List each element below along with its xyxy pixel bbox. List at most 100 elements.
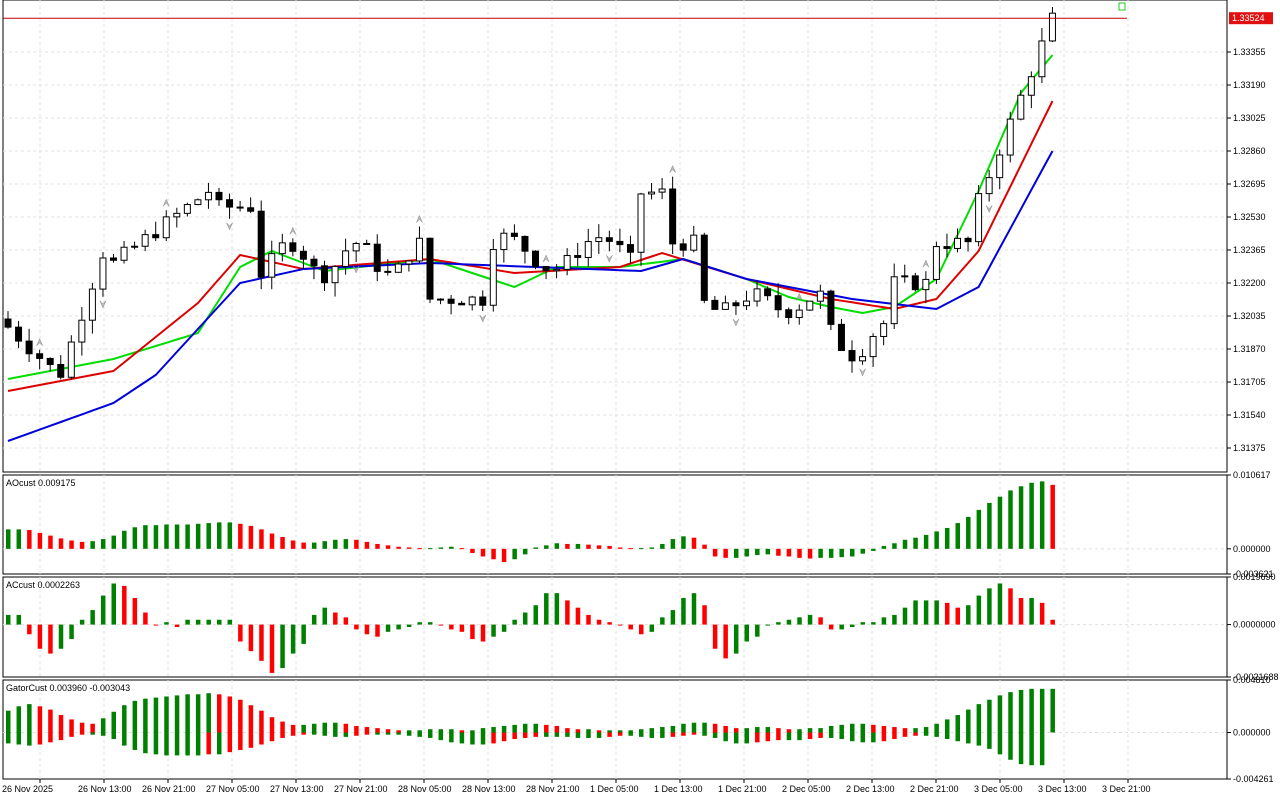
gator-lower-bar[interactable] — [1039, 732, 1045, 766]
candle[interactable] — [173, 207, 181, 228]
gator-upper-bar[interactable] — [111, 711, 117, 733]
histogram-bar[interactable] — [58, 538, 64, 549]
histogram-bar[interactable] — [206, 619, 211, 625]
histogram-bar[interactable] — [533, 605, 539, 625]
histogram-bar[interactable] — [153, 525, 159, 549]
histogram-bar[interactable] — [164, 524, 169, 549]
histogram-bar[interactable] — [691, 537, 697, 549]
gator-lower-bar[interactable] — [628, 732, 633, 736]
gator-upper-bar[interactable] — [375, 728, 380, 733]
histogram-bar[interactable] — [333, 539, 338, 549]
candle[interactable] — [911, 272, 919, 292]
gator-lower-bar[interactable] — [459, 732, 465, 744]
gator-lower-bar[interactable] — [132, 732, 138, 750]
histogram-bar[interactable] — [343, 617, 349, 625]
gator-lower-bar[interactable] — [776, 732, 781, 741]
gator-upper-bar[interactable] — [765, 727, 771, 733]
candle[interactable] — [985, 169, 993, 214]
histogram-bar[interactable] — [670, 610, 676, 625]
candle[interactable] — [194, 198, 202, 206]
gator-upper-bar[interactable] — [396, 730, 401, 733]
gator-upper-bar[interactable] — [628, 730, 633, 733]
gator-lower-bar[interactable] — [100, 732, 106, 736]
gator-upper-bar[interactable] — [428, 729, 433, 733]
histogram-bar[interactable] — [976, 509, 982, 549]
gator-lower-bar[interactable] — [227, 732, 233, 753]
histogram-bar[interactable] — [428, 548, 433, 550]
histogram-bar[interactable] — [955, 523, 961, 549]
histogram-bar[interactable] — [892, 543, 897, 549]
gator-lower-bar[interactable] — [565, 732, 570, 737]
candle[interactable] — [394, 261, 402, 273]
histogram-bar[interactable] — [818, 617, 823, 625]
candle[interactable] — [236, 200, 244, 212]
gator-lower-bar[interactable] — [723, 732, 728, 742]
gator-lower-bar[interactable] — [691, 732, 697, 735]
histogram-bar[interactable] — [913, 600, 918, 625]
histogram-bar[interactable] — [470, 548, 475, 553]
histogram-bar[interactable] — [733, 624, 739, 654]
histogram-bar[interactable] — [554, 543, 560, 549]
histogram-bar[interactable] — [1039, 481, 1045, 549]
gator-lower-bar[interactable] — [354, 732, 359, 736]
histogram-bar[interactable] — [617, 624, 623, 626]
histogram-bar[interactable] — [913, 537, 918, 549]
histogram-bar[interactable] — [290, 624, 296, 654]
gator-lower-bar[interactable] — [449, 732, 454, 743]
histogram-bar[interactable] — [301, 542, 306, 549]
gator-lower-bar[interactable] — [238, 732, 243, 750]
histogram-bar[interactable] — [195, 619, 201, 625]
candle[interactable] — [922, 259, 930, 304]
gator-upper-bar[interactable] — [828, 725, 834, 733]
candle[interactable] — [247, 197, 255, 214]
histogram-bar[interactable] — [828, 548, 834, 558]
gator-lower-bar[interactable] — [533, 732, 539, 737]
gator-lower-bar[interactable] — [850, 732, 855, 742]
histogram-bar[interactable] — [6, 529, 11, 549]
gator-upper-bar[interactable] — [776, 728, 781, 733]
histogram-bar[interactable] — [533, 547, 539, 549]
histogram-bar[interactable] — [554, 593, 560, 625]
gator-upper-bar[interactable] — [596, 730, 602, 733]
histogram-bar[interactable] — [195, 523, 201, 549]
candle[interactable] — [690, 225, 698, 253]
histogram-bar[interactable] — [280, 624, 285, 669]
gator-upper-bar[interactable] — [227, 696, 233, 733]
candle[interactable] — [532, 250, 539, 270]
gator-upper-bar[interactable] — [586, 729, 591, 733]
histogram-bar[interactable] — [248, 624, 254, 652]
gator-lower-bar[interactable] — [544, 732, 549, 737]
gator-lower-bar[interactable] — [744, 732, 750, 744]
histogram-bar[interactable] — [522, 548, 528, 555]
histogram-bar[interactable] — [301, 624, 306, 644]
gator-lower-bar[interactable] — [322, 732, 328, 736]
gator-upper-bar[interactable] — [522, 723, 528, 733]
candle[interactable] — [299, 245, 307, 269]
gator-upper-bar[interactable] — [649, 728, 655, 733]
gator-upper-bar[interactable] — [913, 728, 918, 733]
gator-lower-bar[interactable] — [554, 732, 560, 737]
gator-lower-bar[interactable] — [755, 732, 760, 743]
gator-upper-bar[interactable] — [955, 715, 961, 733]
gator-lower-bar[interactable] — [385, 732, 391, 735]
histogram-bar[interactable] — [259, 529, 264, 549]
histogram-bar[interactable] — [607, 622, 612, 625]
histogram-bar[interactable] — [491, 548, 496, 560]
histogram-bar[interactable] — [459, 548, 465, 550]
candle[interactable] — [278, 233, 286, 262]
histogram-bar[interactable] — [1008, 588, 1013, 625]
histogram-bar[interactable] — [818, 548, 823, 558]
gator-upper-bar[interactable] — [1029, 688, 1034, 733]
gator-lower-bar[interactable] — [269, 732, 275, 742]
gator-upper-bar[interactable] — [670, 725, 676, 733]
histogram-bar[interactable] — [459, 624, 465, 632]
candle[interactable] — [837, 318, 845, 352]
gator-lower-bar[interactable] — [966, 732, 971, 744]
histogram-bar[interactable] — [512, 619, 517, 625]
histogram-bar[interactable] — [438, 624, 444, 626]
gator-upper-bar[interactable] — [733, 728, 739, 733]
candle[interactable] — [542, 254, 550, 280]
histogram-bar[interactable] — [417, 548, 422, 550]
histogram-bar[interactable] — [69, 624, 74, 640]
histogram-bar[interactable] — [1050, 484, 1055, 549]
